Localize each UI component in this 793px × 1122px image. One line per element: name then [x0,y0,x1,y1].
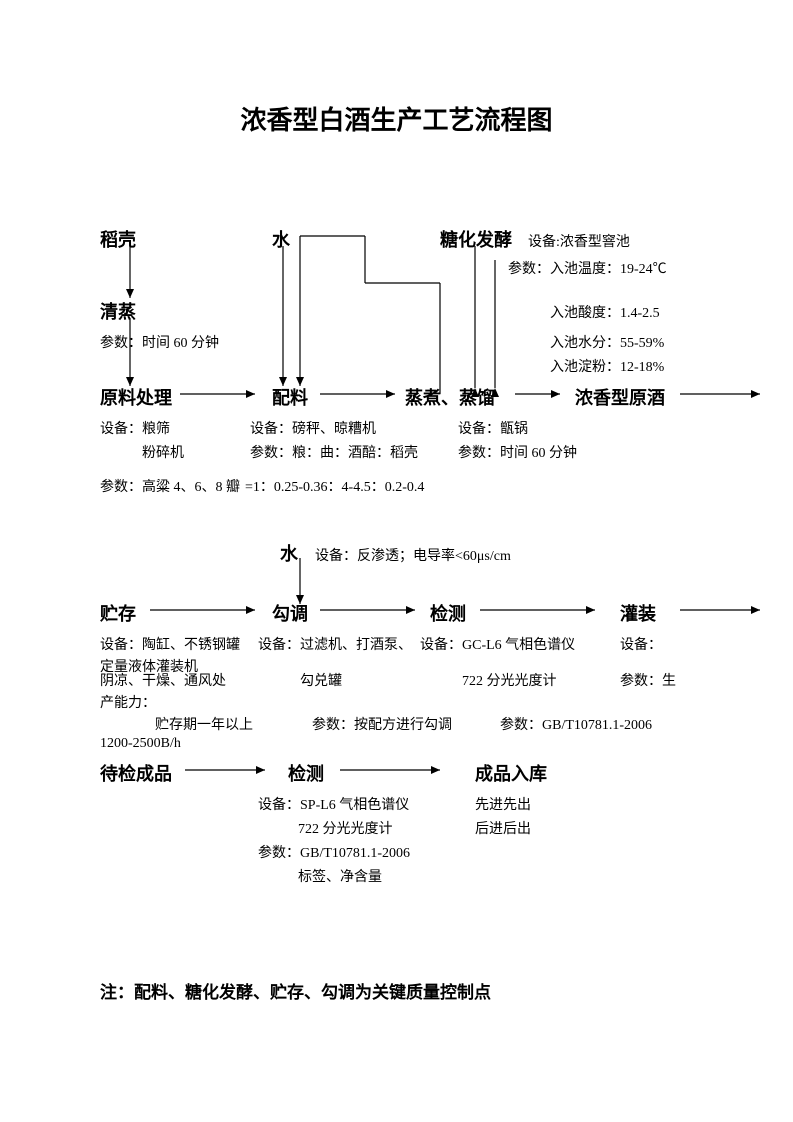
arrows-layer [0,0,793,1122]
